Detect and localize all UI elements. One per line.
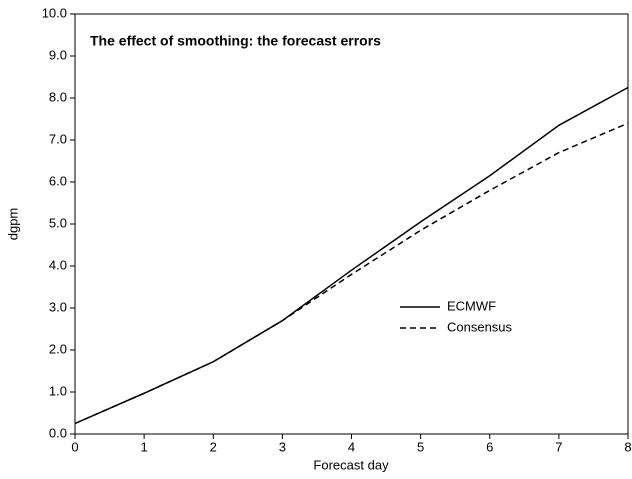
y-tick-label: 1.0 (49, 383, 67, 398)
x-tick-label: 0 (71, 439, 78, 454)
x-tick-label: 6 (486, 439, 493, 454)
x-tick-label: 3 (279, 439, 286, 454)
x-tick-label: 8 (624, 439, 631, 454)
y-tick-label: 4.0 (49, 257, 67, 272)
y-tick-label: 9.0 (49, 47, 67, 62)
y-tick-label: 8.0 (49, 89, 67, 104)
plot-frame (74, 13, 629, 435)
x-tick-label: 1 (141, 439, 148, 454)
y-tick-label: 2.0 (49, 341, 67, 356)
y-tick-label: 0.0 (49, 425, 67, 440)
y-tick-label: 3.0 (49, 299, 67, 314)
x-tick-label: 5 (417, 439, 424, 454)
legend-label: Consensus (447, 319, 513, 334)
y-axis-label: dgpm (5, 208, 20, 241)
y-tick-label: 7.0 (49, 131, 67, 146)
y-tick-label: 6.0 (49, 173, 67, 188)
x-tick-label: 7 (555, 439, 562, 454)
x-axis-label: Forecast day (313, 457, 389, 472)
series-line (74, 86, 629, 425)
legend-label: ECMWF (447, 298, 496, 313)
series-line (74, 122, 629, 425)
y-tick-label: 10.0 (42, 5, 67, 20)
y-tick-label: 5.0 (49, 215, 67, 230)
x-tick-label: 4 (348, 439, 355, 454)
chart-title: The effect of smoothing: the forecast er… (90, 33, 381, 49)
x-tick-label: 2 (210, 439, 217, 454)
